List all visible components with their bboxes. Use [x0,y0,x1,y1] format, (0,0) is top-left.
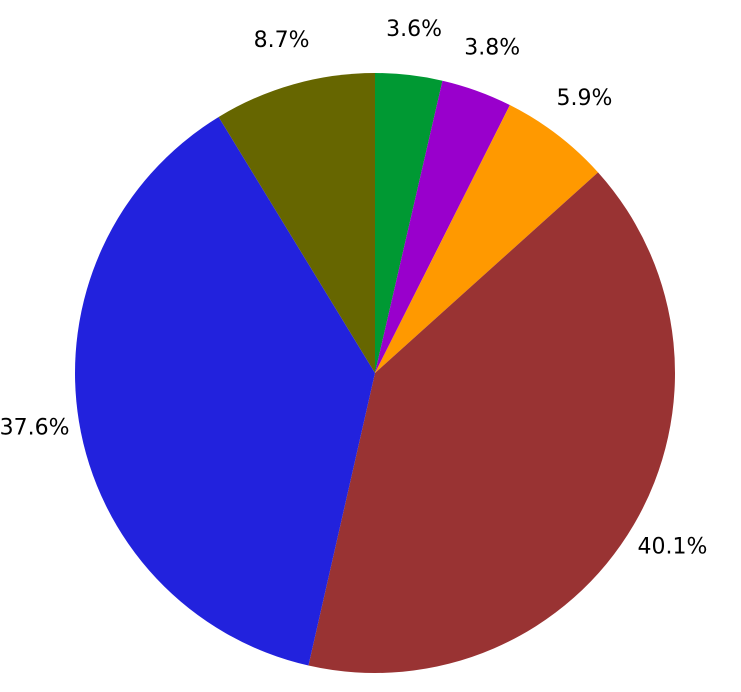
pie-slice [218,73,375,373]
pie-slice [375,73,443,373]
slice-label: 40.1% [638,535,708,560]
slice-label: 3.6% [386,17,442,42]
pie-slice [308,172,675,673]
slice-label: 3.8% [464,36,520,61]
pie-slice [75,116,376,666]
slice-label: 5.9% [556,86,612,111]
pie-slice [375,80,510,373]
slice-label: 8.7% [254,28,310,53]
slice-label: 37.6% [0,416,69,441]
pie-slice [375,105,599,373]
